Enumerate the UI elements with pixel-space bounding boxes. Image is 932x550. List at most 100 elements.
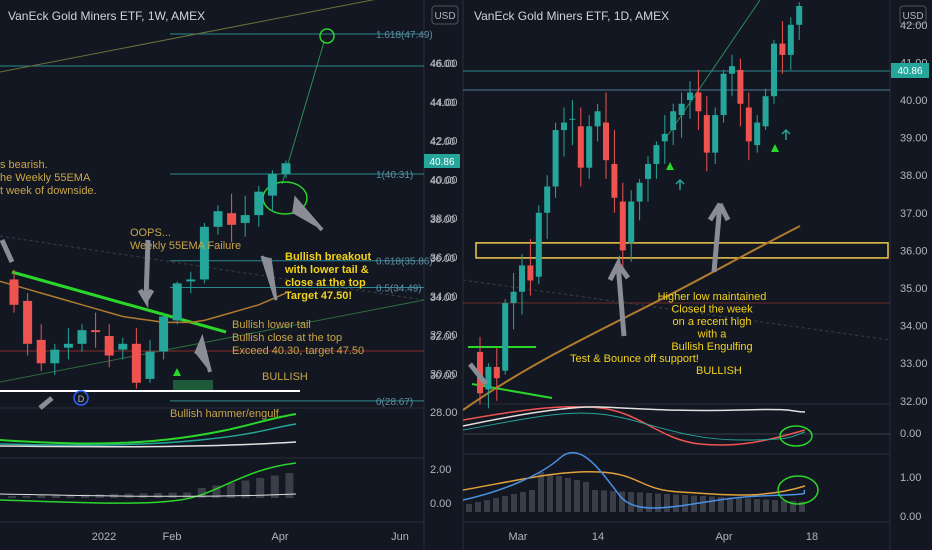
left-osc1-white xyxy=(0,441,297,448)
left-osc2-bar-14 xyxy=(212,485,221,498)
left-candle-body-5 xyxy=(77,330,87,344)
right-title: VanEck Gold Miners ETF, 1D, AMEX xyxy=(474,9,669,23)
right-candle-body-28 xyxy=(712,115,719,153)
left-lower-tail-note-line-0: Bullish lower tail xyxy=(232,319,311,331)
right-osc2-bar-4 xyxy=(502,496,508,512)
right-osc2-label-high: 1.00 xyxy=(900,472,921,484)
right-candle-body-23 xyxy=(670,111,677,131)
right-price-badge xyxy=(891,63,929,78)
right-osc2-bar-33 xyxy=(763,499,769,512)
left-candle-body-11 xyxy=(159,316,169,352)
right-candle-body-19 xyxy=(636,182,643,202)
left-candle-body-13 xyxy=(186,279,196,282)
left-osc2-label-high: 2.00 xyxy=(430,464,451,476)
right-osc2-bar-9 xyxy=(547,474,553,512)
left-event-badge-text: D xyxy=(78,394,85,404)
left-oops-note-line-1: Weekly 55EMA Failure xyxy=(130,240,241,252)
right-osc1-teal xyxy=(462,412,806,441)
left-candle-body-14 xyxy=(199,226,209,280)
right-left-y-label-4: 38.00 xyxy=(430,213,458,225)
right-osc2-bar-13 xyxy=(583,482,589,512)
left-osc2-bar-9 xyxy=(139,493,148,498)
right-candle-body-12 xyxy=(577,126,584,168)
right-higher-low-note-line-1: Closed the week xyxy=(671,304,753,316)
left-oops-note-line-0: OOPS... xyxy=(130,227,171,239)
right-osc2-bar-18 xyxy=(628,492,634,512)
left-x-label-0: 2022 xyxy=(92,531,116,543)
left-lower-tail-note-line-1: Bullish close at the top xyxy=(232,332,342,344)
right-overlay-lines xyxy=(462,0,891,411)
left-x-label-3: Jun xyxy=(391,531,409,543)
left-candles xyxy=(9,160,291,389)
right-left-y-label-1: 44.00 xyxy=(430,97,458,109)
left-event-badge xyxy=(73,390,89,406)
left-target-projection xyxy=(281,41,325,185)
right-left-price-axis: 46.00 44.00 42.00 40.00 38.00 36.00 34.00 32.00… xyxy=(430,58,458,419)
left-time-axis: 2022 Feb Apr Jun 46.00 44.00 42.00 40.00 38.00 36… xyxy=(92,59,456,543)
fib-label-1: 1(40.31) xyxy=(376,170,413,181)
fib-label-4: 0(28.67) xyxy=(376,397,413,408)
left-arrow-oops xyxy=(137,239,155,309)
left-osc2-bar-12 xyxy=(183,492,192,498)
right-green-trend xyxy=(471,383,553,399)
left-candle-body-20 xyxy=(281,163,291,175)
left-y-label-1: 44.00 xyxy=(430,98,455,109)
left-oscillators: 2.00 0.00 xyxy=(0,413,451,510)
left-y-label-6: 34.00 xyxy=(430,293,455,304)
left-candle-body-16 xyxy=(227,213,237,225)
right-osc1-label: 0.00 xyxy=(900,428,921,440)
left-osc2-bar-4 xyxy=(66,494,75,498)
left-bearish-note-line-1: he Weekly 55EMA xyxy=(0,172,91,184)
right-osc2-blue xyxy=(462,451,806,509)
right-oscillators: 0.00 1.00 0.00 xyxy=(462,406,921,523)
right-candle-body-26 xyxy=(695,92,702,112)
right-candle-body-35 xyxy=(771,43,777,97)
right-y-label-9: 33.00 xyxy=(900,358,928,370)
right-osc2-bar-17 xyxy=(619,491,625,512)
left-candle-body-10 xyxy=(145,351,155,379)
left-candle-body-12 xyxy=(172,283,182,321)
right-higher-low-note-line-2: on a recent high xyxy=(673,316,752,328)
right-osc2-bar-23 xyxy=(673,494,679,512)
right-daily-panel: VanEck Gold Miners ETF, 1D, AMEX USD Tes… xyxy=(430,0,929,550)
right-candle-body-24 xyxy=(678,103,685,116)
left-usd-button[interactable] xyxy=(431,5,459,25)
right-osc2-bar-12 xyxy=(574,480,580,512)
right-osc2-bar-36 xyxy=(790,501,796,512)
left-candle-body-1 xyxy=(23,300,33,344)
right-usd-button[interactable] xyxy=(899,5,927,25)
right-osc2-bar-2 xyxy=(484,500,490,512)
fib-label-0: 1.618(47.49) xyxy=(376,30,433,41)
left-price-badge xyxy=(424,154,460,168)
fib-label-2: 0.618(35.86) xyxy=(376,257,433,268)
left-breakout-note-line-2: close at the top xyxy=(285,277,366,289)
right-y-label-3: 39.00 xyxy=(900,133,928,145)
right-osc2-bar-34 xyxy=(772,500,778,512)
left-price-scale[interactable] xyxy=(424,30,460,530)
right-candle-body-6 xyxy=(527,265,534,281)
left-osc1-teal xyxy=(0,423,297,446)
right-candles xyxy=(477,2,803,409)
right-buy-marker-2 xyxy=(771,144,779,152)
right-left-y-label-0: 46.00 xyxy=(430,58,458,70)
right-usd-label[interactable]: USD xyxy=(902,11,923,22)
right-left-y-label-3: 40.00 xyxy=(430,174,458,186)
right-higher-low-note-line-3: with a xyxy=(697,329,728,341)
left-osc2-label-low: 0.00 xyxy=(430,498,451,510)
right-time-axis: Mar 14 Apr 18 xyxy=(509,531,819,543)
right-osc2-bar-16 xyxy=(610,491,616,512)
left-breakout-note-line-3: Target 47.50! xyxy=(285,290,352,302)
left-channel-upper xyxy=(0,0,375,73)
right-osc2-bar-7 xyxy=(529,490,535,512)
left-osc2-bar-18 xyxy=(270,475,279,498)
left-usd-label[interactable]: USD xyxy=(434,11,455,22)
right-osc2-bar-1 xyxy=(475,502,481,512)
right-osc2-bar-11 xyxy=(565,478,571,512)
left-x-label-2: Apr xyxy=(271,531,288,543)
left-buy-marker xyxy=(173,368,181,376)
right-candle-body-32 xyxy=(745,107,752,142)
left-volume-zone xyxy=(173,380,213,390)
left-lower-tail-note-line-2: Exceed 40.30, target 47.50 xyxy=(232,345,364,357)
